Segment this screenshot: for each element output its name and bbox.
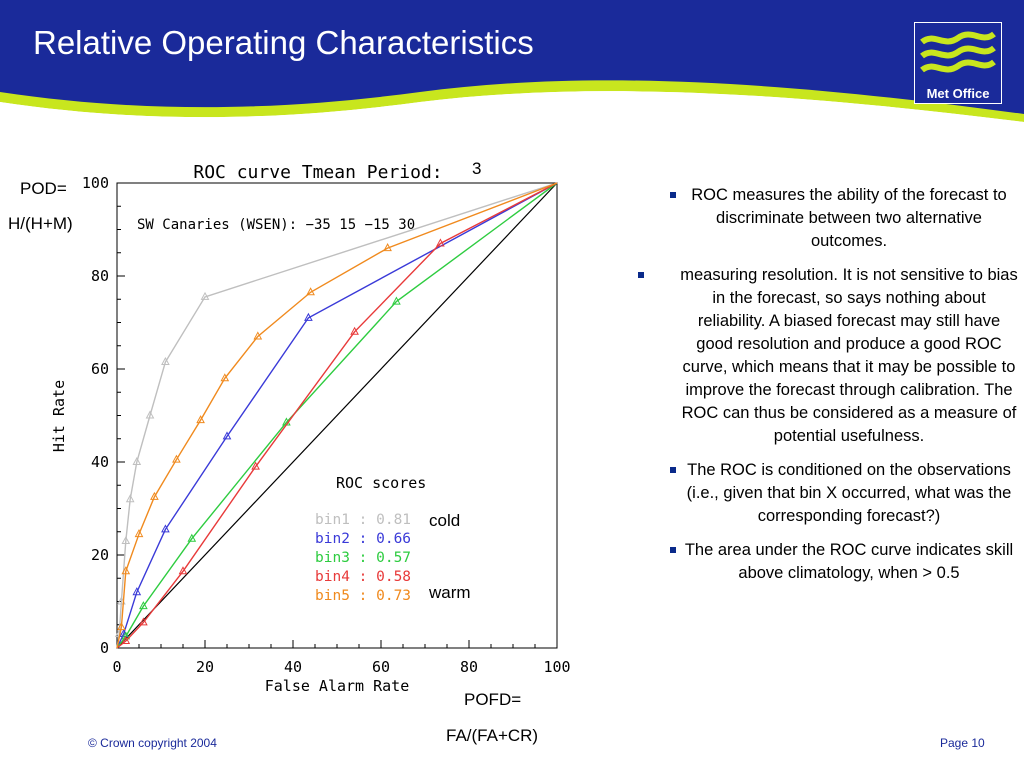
data-point-bin1	[200, 291, 210, 300]
data-point-bin1	[125, 494, 135, 503]
roc-scores-title: ROC scores	[336, 474, 426, 492]
pofd-label: POFD=	[464, 690, 522, 709]
pod-label: POD=	[20, 179, 67, 198]
y-tick-label: 40	[91, 453, 109, 471]
x-tick-label: 80	[460, 658, 478, 676]
data-point-bin4	[251, 461, 260, 470]
data-point-bin1	[161, 356, 170, 366]
bullet-text: ROC measures the ability of the forecast…	[691, 186, 1007, 250]
period-number: 3	[472, 159, 482, 178]
x-axis-label: False Alarm Rate	[265, 677, 410, 695]
score-label-bin2: bin2 : 0.66	[315, 531, 411, 547]
bullet-marker-icon	[638, 272, 644, 278]
data-point-bin1	[145, 410, 155, 419]
series-line-bin2	[116, 182, 558, 649]
bullet-text: The area under the ROC curve indicates s…	[684, 541, 1014, 582]
diagonal-reference-line	[116, 182, 558, 649]
data-point-bin3	[187, 533, 197, 542]
logo-text: Met Office	[927, 86, 990, 101]
x-tick-label: 100	[543, 658, 570, 676]
data-point-bin5	[253, 331, 263, 340]
met-office-logo: Met Office	[914, 22, 1002, 104]
data-point-bin4	[121, 635, 131, 645]
slide-header: Relative Operating Characteristics Met O…	[0, 0, 1024, 140]
y-tick-label: 80	[91, 267, 109, 285]
bullet-item: The ROC is conditioned on the observatio…	[662, 459, 1018, 528]
bullet-item: ROC measures the ability of the forecast…	[662, 184, 1018, 253]
data-point-bin2	[132, 587, 142, 596]
copyright-text: © Crown copyright 2004	[88, 736, 217, 750]
data-point-bin5	[196, 415, 205, 424]
x-tick-label: 20	[196, 658, 214, 676]
score-label-bin4: bin4 : 0.58	[315, 569, 411, 585]
score-label-bin3: bin3 : 0.57	[315, 550, 411, 566]
bullet-marker-icon	[670, 192, 676, 198]
data-point-bin3	[392, 296, 401, 305]
score-label-bin1: bin1 : 0.81	[315, 512, 411, 528]
data-point-bin1	[132, 456, 142, 465]
bullet-marker-icon	[670, 547, 676, 553]
series-line-bin4	[116, 182, 558, 649]
bullet-item: measuring resolution. It is not sensitiv…	[638, 264, 1018, 448]
data-point-bin3	[139, 601, 148, 610]
y-tick-label: 60	[91, 360, 109, 378]
bullet-text: measuring resolution. It is not sensitiv…	[680, 266, 1018, 445]
pod-formula: H/(H+M)	[8, 214, 73, 233]
cold-label: cold	[429, 511, 461, 530]
chart-subtitle: SW Canaries (WSEN): −35 15 −15 30	[137, 217, 415, 233]
data-point-bin1	[121, 535, 131, 545]
y-tick-label: 100	[82, 174, 109, 192]
data-point-bin4	[436, 238, 445, 247]
data-point-bin5	[134, 529, 144, 538]
roc-chart: 0 20 40 60 80 100 0 20 40 60 80 100 ROC curve Tmean …	[50, 162, 571, 695]
header-wave-graphic	[0, 0, 1024, 140]
data-point-bin4	[350, 326, 359, 335]
data-point-bin4	[178, 566, 188, 575]
score-label-bin5: bin5 : 0.73	[315, 588, 411, 604]
page-number: Page 10	[940, 736, 985, 750]
data-point-bin5	[172, 454, 181, 463]
data-point-bin5	[220, 373, 230, 382]
y-axis-label: Hit Rate	[50, 380, 68, 452]
bullet-text: The ROC is conditioned on the observatio…	[686, 461, 1012, 525]
x-tick-label: 60	[372, 658, 390, 676]
y-tick-label: 0	[100, 639, 109, 657]
series-line-bin1	[116, 182, 558, 649]
data-point-bin2	[304, 312, 313, 321]
bullet-item: The area under the ROC curve indicates s…	[662, 539, 1018, 585]
data-point-bin4	[139, 617, 148, 626]
x-tick-label: 0	[112, 658, 121, 676]
bullet-list: ROC measures the ability of the forecast…	[638, 184, 1018, 596]
x-tick-label: 40	[284, 658, 302, 676]
pofd-formula: FA/(FA+CR)	[446, 726, 539, 745]
bullet-marker-icon	[670, 467, 676, 473]
data-point-bin5	[306, 287, 315, 296]
data-point-bin5	[117, 622, 126, 631]
data-point-bin3	[121, 631, 131, 640]
data-point-bin5	[150, 491, 159, 500]
warm-label: warm	[429, 583, 471, 602]
data-point-bin2	[222, 431, 232, 440]
series-line-bin5	[116, 182, 558, 649]
y-tick-label: 20	[91, 546, 109, 564]
data-point-bin2	[161, 524, 170, 533]
data-point-bin5	[121, 566, 131, 575]
slide-title: Relative Operating Characteristics	[33, 24, 534, 61]
data-point-bin5	[383, 243, 392, 252]
chart-title: ROC curve Tmean Period:	[193, 162, 442, 183]
